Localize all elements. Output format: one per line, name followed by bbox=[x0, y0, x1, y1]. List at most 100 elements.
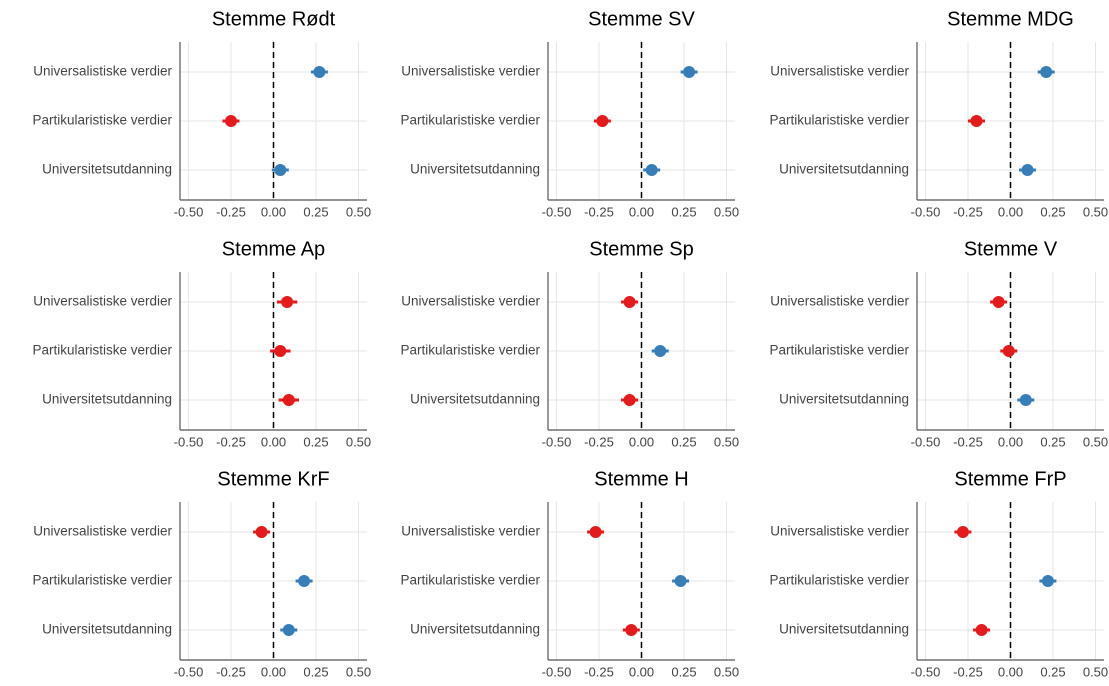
point bbox=[1002, 345, 1015, 357]
point bbox=[623, 394, 636, 406]
y-tick-label: Universalistiske verdier bbox=[33, 64, 172, 79]
y-tick-label: Partikularistiske verdier bbox=[400, 343, 540, 358]
y-tick-label: Universalistiske verdier bbox=[401, 524, 540, 539]
x-tick-label: 0.00 bbox=[629, 664, 654, 679]
x-tick-label: -0.50 bbox=[542, 664, 572, 679]
x-tick-label: 0.50 bbox=[1083, 434, 1108, 449]
x-tick-label: -0.50 bbox=[174, 204, 204, 219]
x-tick-label: -0.25 bbox=[953, 204, 983, 219]
x-tick-label: 0.50 bbox=[346, 664, 371, 679]
x-tick-label: -0.25 bbox=[584, 664, 614, 679]
y-tick-label: Universalistiske verdier bbox=[33, 524, 172, 539]
x-tick-label: 0.50 bbox=[714, 434, 739, 449]
x-tick-label: 0.00 bbox=[998, 434, 1023, 449]
point bbox=[956, 526, 969, 538]
point bbox=[298, 575, 311, 587]
x-tick-label: -0.50 bbox=[911, 664, 941, 679]
x-tick-label: 0.00 bbox=[261, 434, 286, 449]
y-tick-label: Universitetsutdanning bbox=[779, 392, 909, 407]
point bbox=[255, 526, 268, 538]
y-tick-label: Partikularistiske verdier bbox=[32, 113, 172, 128]
x-tick-label: 0.50 bbox=[1083, 664, 1108, 679]
point bbox=[225, 115, 237, 127]
x-tick-label: 0.00 bbox=[629, 434, 654, 449]
x-tick-label: 0.25 bbox=[1040, 434, 1065, 449]
y-tick-label: Partikularistiske verdier bbox=[769, 573, 909, 588]
point bbox=[281, 296, 294, 308]
y-tick-label: Universalistiske verdier bbox=[401, 294, 540, 309]
x-tick-label: 0.50 bbox=[714, 204, 739, 219]
x-tick-label: -0.50 bbox=[911, 204, 941, 219]
x-tick-label: 0.50 bbox=[714, 664, 739, 679]
y-tick-label: Partikularistiske verdier bbox=[769, 343, 909, 358]
x-tick-label: -0.25 bbox=[584, 204, 614, 219]
point bbox=[623, 296, 636, 308]
y-tick-label: Universitetsutdanning bbox=[410, 622, 540, 637]
x-tick-label: 0.25 bbox=[1040, 204, 1065, 219]
x-tick-label: 0.25 bbox=[671, 434, 696, 449]
y-tick-label: Partikularistiske verdier bbox=[400, 573, 540, 588]
panel-title: Stemme SV bbox=[588, 8, 695, 30]
y-tick-label: Universitetsutdanning bbox=[42, 622, 172, 637]
point bbox=[654, 345, 667, 357]
panel-title: Stemme Ap bbox=[222, 238, 325, 260]
x-tick-label: 0.25 bbox=[303, 664, 328, 679]
x-tick-label: -0.50 bbox=[174, 664, 204, 679]
x-tick-label: 0.25 bbox=[1040, 664, 1065, 679]
x-tick-label: 0.25 bbox=[303, 434, 328, 449]
y-tick-label: Partikularistiske verdier bbox=[400, 113, 540, 128]
point bbox=[274, 345, 287, 357]
panel-title: Stemme MDG bbox=[947, 8, 1074, 30]
y-tick-label: Partikularistiske verdier bbox=[32, 343, 172, 358]
y-tick-label: Universitetsutdanning bbox=[410, 162, 540, 177]
point bbox=[674, 575, 687, 587]
y-tick-label: Universitetsutdanning bbox=[779, 162, 909, 177]
x-tick-label: -0.25 bbox=[216, 664, 246, 679]
point bbox=[1041, 575, 1054, 587]
point bbox=[975, 624, 988, 636]
x-tick-label: 0.25 bbox=[671, 204, 696, 219]
x-tick-label: -0.25 bbox=[953, 434, 983, 449]
panel-title: Stemme V bbox=[964, 238, 1058, 260]
x-tick-label: -0.50 bbox=[174, 434, 204, 449]
y-tick-label: Universitetsutdanning bbox=[410, 392, 540, 407]
y-tick-label: Universalistiske verdier bbox=[770, 294, 909, 309]
point bbox=[274, 164, 287, 176]
panel-title: Stemme FrP bbox=[954, 468, 1066, 490]
x-tick-label: -0.50 bbox=[542, 204, 572, 219]
y-tick-label: Universalistiske verdier bbox=[33, 294, 172, 309]
x-tick-label: 0.25 bbox=[671, 664, 696, 679]
y-tick-label: Universitetsutdanning bbox=[42, 162, 172, 177]
y-tick-label: Universalistiske verdier bbox=[770, 524, 909, 539]
point bbox=[1021, 164, 1034, 176]
x-tick-label: 0.00 bbox=[998, 204, 1023, 219]
panel-title: Stemme H bbox=[594, 468, 688, 490]
x-tick-label: 0.25 bbox=[303, 204, 328, 219]
point bbox=[992, 296, 1005, 308]
x-tick-label: -0.25 bbox=[216, 434, 246, 449]
y-tick-label: Universitetsutdanning bbox=[779, 622, 909, 637]
y-tick-label: Universalistiske verdier bbox=[770, 64, 909, 79]
panel-title: Stemme Rødt bbox=[212, 8, 336, 30]
x-tick-label: 0.00 bbox=[261, 664, 286, 679]
x-tick-label: 0.00 bbox=[629, 204, 654, 219]
point bbox=[625, 624, 638, 636]
point bbox=[589, 526, 602, 538]
y-tick-label: Universalistiske verdier bbox=[401, 64, 540, 79]
x-tick-label: -0.25 bbox=[216, 204, 246, 219]
x-tick-label: 0.00 bbox=[998, 664, 1023, 679]
x-tick-label: -0.50 bbox=[911, 434, 941, 449]
point bbox=[683, 66, 696, 78]
y-tick-label: Universitetsutdanning bbox=[42, 392, 172, 407]
point bbox=[313, 66, 326, 78]
x-tick-label: -0.25 bbox=[584, 434, 614, 449]
point bbox=[282, 624, 295, 636]
point bbox=[645, 164, 658, 176]
x-tick-label: -0.25 bbox=[953, 664, 983, 679]
point bbox=[282, 394, 295, 406]
x-tick-label: 0.50 bbox=[346, 434, 371, 449]
panel-title: Stemme Sp bbox=[589, 238, 693, 260]
point bbox=[1019, 394, 1032, 406]
x-tick-label: 0.50 bbox=[1083, 204, 1108, 219]
